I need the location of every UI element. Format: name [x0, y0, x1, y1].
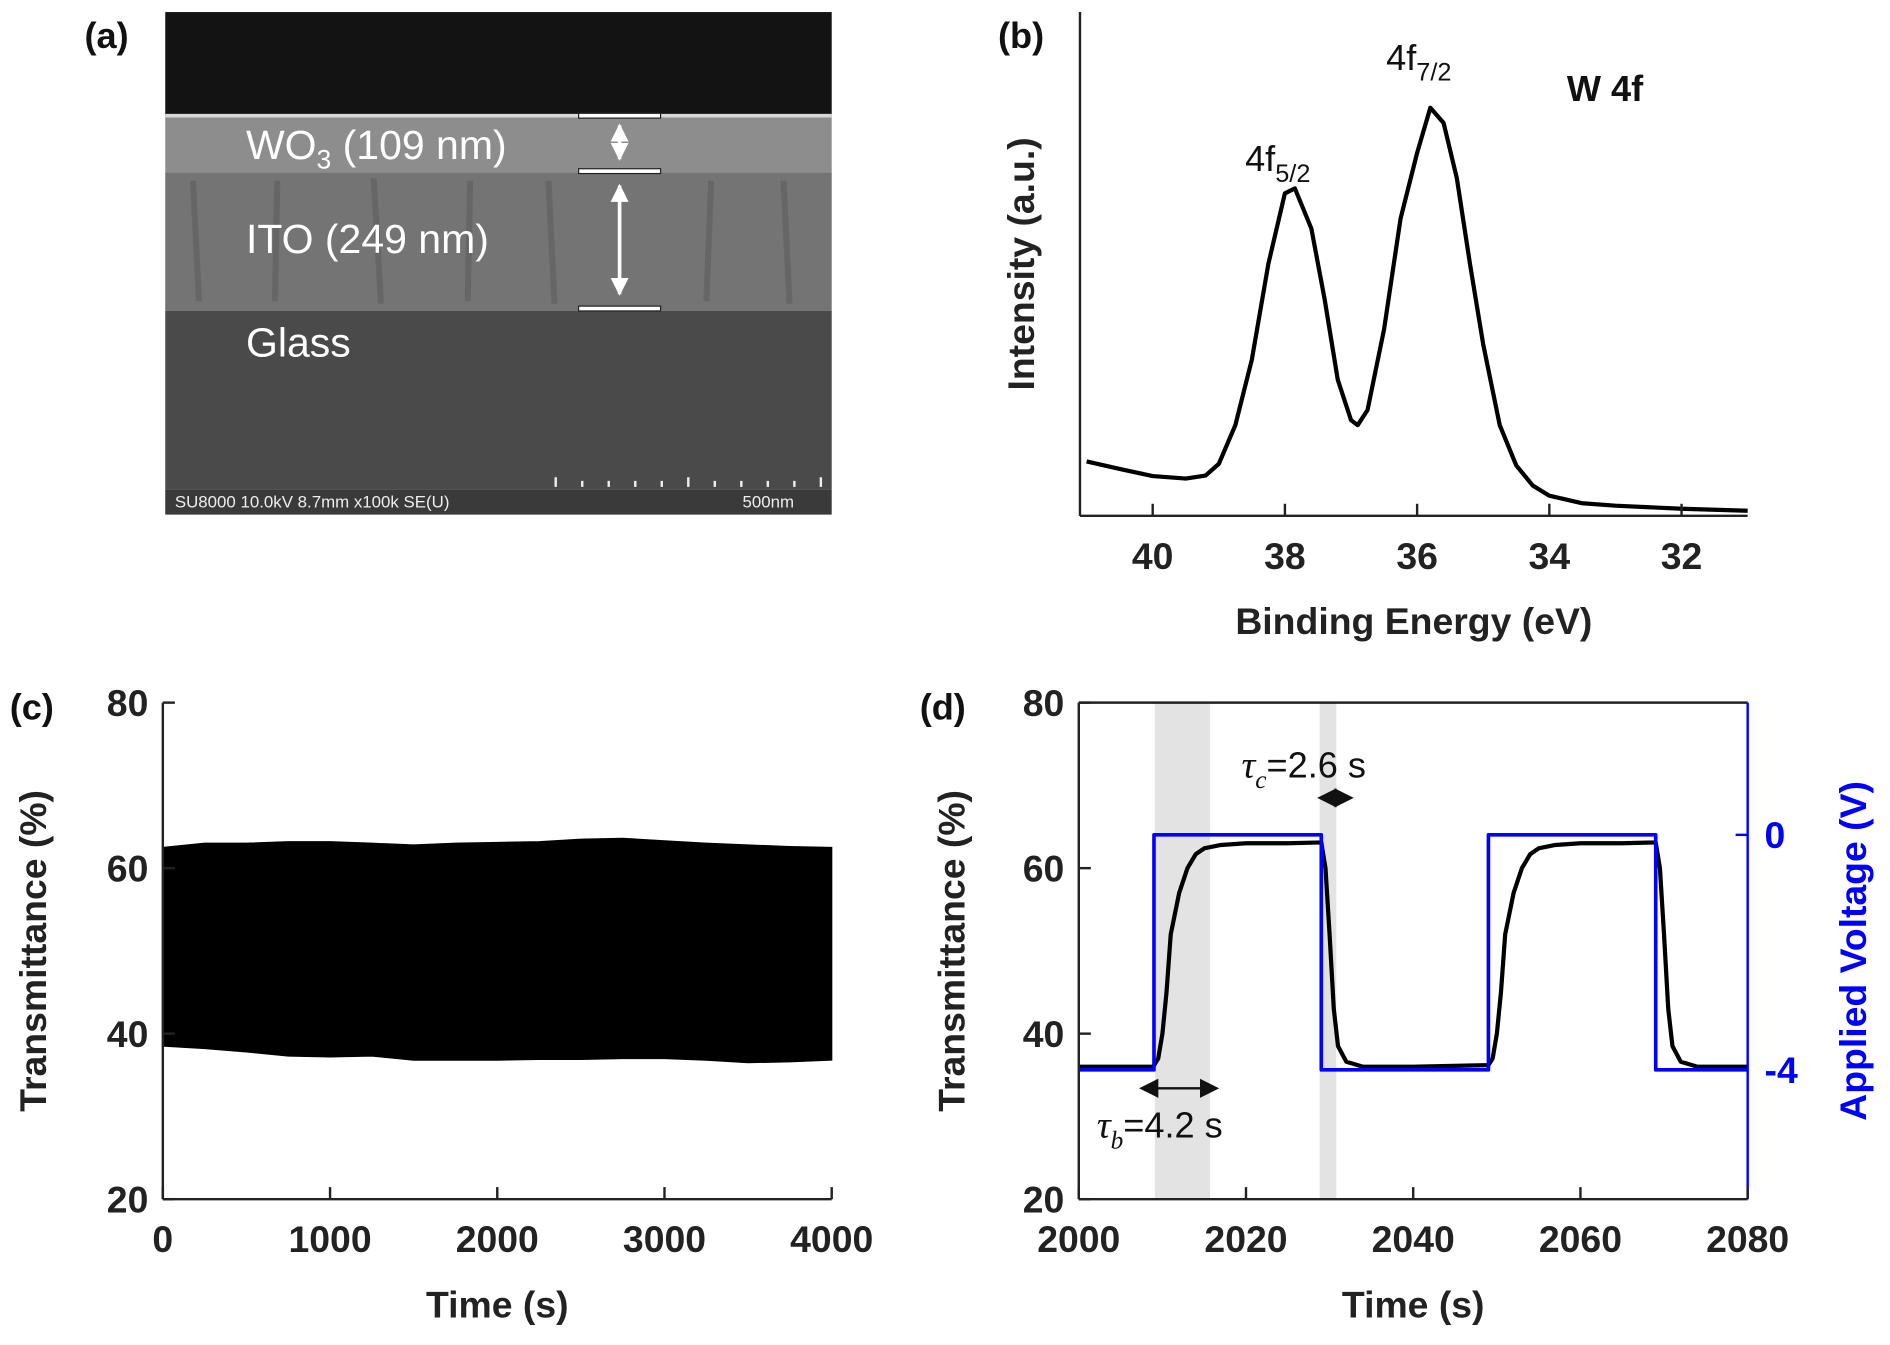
sem-panel: WO3 (109 nm) ITO (249 nm) Glass SU8000 1…: [84, 12, 832, 515]
data-line: [1086, 105, 1748, 513]
x-tick-label: 3000: [623, 1218, 706, 1260]
x-axis-label: Time (s): [1342, 1283, 1485, 1325]
layer-label: WO3 (109 nm): [246, 122, 507, 175]
annotation-sub: b: [1111, 1127, 1124, 1155]
y-tick-label: 20: [1023, 1178, 1065, 1220]
annotation-text: W 4f: [1567, 68, 1644, 109]
x-tick-label: 4000: [790, 1218, 873, 1260]
sem-glass: [165, 310, 832, 490]
sem-wo3-layer: [165, 115, 832, 173]
x-tick-label: 34: [1529, 535, 1571, 577]
y-tick-label: 40: [107, 1013, 149, 1055]
y-tick-label: 60: [1023, 847, 1065, 889]
annotation: τc=2.6 s: [1241, 744, 1366, 794]
x-tick-label: 38: [1264, 535, 1306, 577]
x-tick-label: 40: [1132, 535, 1174, 577]
annotation: 4f5/2: [1245, 138, 1310, 188]
y-tick-label: 80: [107, 682, 149, 724]
layer-text: (109 nm): [331, 122, 506, 168]
annotation-symbol: τ: [1097, 1105, 1112, 1147]
annotation: W 4f: [1567, 68, 1644, 109]
annotation: 4f7/2: [1386, 37, 1451, 87]
y-axis-label: Intensity (a.u.): [1000, 137, 1042, 390]
annotation-sub: 5/2: [1275, 160, 1310, 188]
panel-label: (c): [10, 687, 54, 728]
annotation-text: 4f: [1245, 138, 1276, 179]
annotation-text: =4.2 s: [1123, 1105, 1222, 1146]
y-tick-label: 80: [1023, 682, 1065, 724]
x-tick-label: 1000: [288, 1218, 371, 1260]
layer-sub: 3: [317, 145, 332, 175]
x-tick-label: 32: [1661, 535, 1703, 577]
chart-panel: 0 1000 2000 3000 4000 20 40 60 80 Time (s) Transmi…: [10, 682, 874, 1325]
x-tick-label: 0: [152, 1218, 173, 1260]
panel-label: (a): [84, 15, 128, 56]
y-tick-label: 20: [107, 1178, 149, 1220]
x-tick-label: 2020: [1204, 1218, 1287, 1260]
oscillation-band: [162, 837, 833, 1064]
annotation-text: =2.6 s: [1267, 744, 1366, 785]
chart-panel: 40 38 36 34 32 Binding Energy (eV) Intensity (…: [998, 12, 1748, 642]
y2-tick-label: 0: [1765, 814, 1786, 856]
layer-label: ITO (249 nm): [246, 216, 489, 262]
x-axis-label: Time (s): [426, 1283, 569, 1325]
annotation-text: 4f: [1386, 37, 1417, 78]
y-tick-label: 60: [107, 847, 149, 889]
sem-info: SU8000 10.0kV 8.7mm x100k SE(U): [175, 492, 450, 511]
data-line: [1078, 833, 1748, 1072]
sem-vacuum: [165, 12, 832, 116]
y-axis-label: Transmittance (%): [12, 790, 54, 1112]
annotation-sub: c: [1255, 766, 1266, 794]
x-axis-label: Binding Energy (eV): [1235, 600, 1592, 642]
layer-label: Glass: [246, 320, 351, 366]
scale-bar-label: 500nm: [743, 492, 795, 511]
annotation-sub: 7/2: [1416, 59, 1451, 87]
x-tick-label: 2040: [1372, 1218, 1455, 1260]
y2-axis-label: Applied Voltage (V): [1832, 781, 1874, 1121]
x-tick-label: 36: [1396, 535, 1438, 577]
x-tick-label: 2060: [1539, 1218, 1622, 1260]
sem-markers: [578, 112, 662, 312]
y-tick-label: 40: [1023, 1013, 1065, 1055]
panel-label: (b): [998, 15, 1044, 56]
x-tick-label: 2000: [1037, 1218, 1120, 1260]
sem-texture: [189, 178, 793, 304]
annotation-symbol: τ: [1241, 744, 1256, 786]
y2-tick-label: -4: [1765, 1049, 1798, 1091]
shaded-span: [1154, 702, 1211, 1200]
panel-label: (d): [920, 687, 966, 728]
x-tick-label: 2080: [1706, 1218, 1789, 1260]
shaded-span: [1319, 702, 1337, 1200]
x-tick-label: 2000: [456, 1218, 539, 1260]
y-axis-label: Transmittance (%): [930, 790, 972, 1112]
sem-info-bar: [165, 489, 832, 515]
annotation: τb=4.2 s: [1097, 1105, 1223, 1155]
scale-bar: [554, 477, 823, 487]
layer-text: WO: [246, 122, 317, 168]
